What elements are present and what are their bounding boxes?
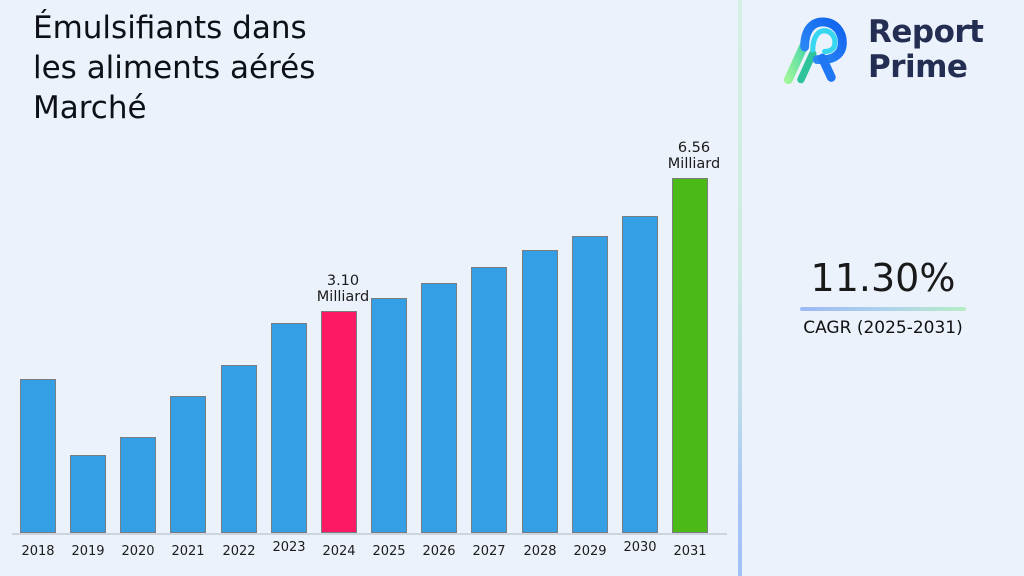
bar-2029 <box>572 236 608 533</box>
page-title-line-1: Émulsifiants dans <box>33 10 307 46</box>
report-prime-logo: Report Prime <box>778 10 984 90</box>
x-axis-line <box>12 533 727 535</box>
cagr-value: 11.30% <box>810 256 956 300</box>
bar-chart: 2018 2019 2020 2021 2022 2023 2024 3.10 Milliard… <box>12 140 739 559</box>
bar-2023 <box>271 323 307 533</box>
bar-2031 <box>672 178 708 533</box>
bar-2018 <box>20 379 56 533</box>
bar-2022 <box>221 365 257 533</box>
bar-2027 <box>471 267 507 533</box>
x-tick-label-2029: 2029 <box>573 544 607 559</box>
bar-2024 <box>321 311 357 533</box>
bar-value-label-2031: 6.56 Milliard <box>649 140 739 172</box>
bar-value-2031: 6.56 <box>677 140 711 156</box>
bar-2019 <box>70 455 106 533</box>
x-tick-label-2024: 2024 <box>322 544 356 559</box>
x-tick-label-2031: 2031 <box>673 544 707 559</box>
cagr-stat: 11.30% CAGR (2025-2031) <box>797 256 969 338</box>
bar-value-2024: 3.10 <box>326 273 360 289</box>
x-tick-label-2030: 2030 <box>623 540 657 555</box>
logo-brand-line-1: Report <box>868 14 984 50</box>
x-tick-label-2023: 2023 <box>272 540 306 555</box>
report-prime-logo-mark-icon <box>783 17 847 85</box>
x-tick-label-2022: 2022 <box>222 544 256 559</box>
vertical-divider <box>738 0 742 576</box>
report-prime-logo-text: Report Prime <box>868 15 984 85</box>
x-tick-label-2026: 2026 <box>422 544 456 559</box>
x-tick-label-2027: 2027 <box>472 544 506 559</box>
x-tick-label-2018: 2018 <box>21 544 55 559</box>
page-title: Émulsifiants dans les aliments aérés Mar… <box>33 8 315 128</box>
bar-2026 <box>421 283 457 533</box>
bar-unit-2031: Milliard <box>667 156 721 172</box>
bar-2025 <box>371 298 407 533</box>
bar-value-label-2024: 3.10 Milliard <box>298 273 388 305</box>
x-tick-label-2028: 2028 <box>523 544 557 559</box>
page-title-line-2: les aliments aérés <box>33 50 316 86</box>
bar-2020 <box>120 437 156 533</box>
bar-2028 <box>522 250 558 533</box>
x-tick-label-2021: 2021 <box>171 544 205 559</box>
logo-brand-line-2: Prime <box>868 49 968 85</box>
x-tick-label-2019: 2019 <box>71 544 105 559</box>
bar-2021 <box>170 396 206 533</box>
cagr-label: CAGR (2025-2031) <box>803 318 963 338</box>
bar-2030 <box>622 216 658 533</box>
bar-unit-2024: Milliard <box>316 289 370 305</box>
cagr-underline <box>800 307 966 311</box>
x-tick-label-2025: 2025 <box>372 544 406 559</box>
page-title-line-3: Marché <box>33 90 147 126</box>
x-tick-label-2020: 2020 <box>121 544 155 559</box>
